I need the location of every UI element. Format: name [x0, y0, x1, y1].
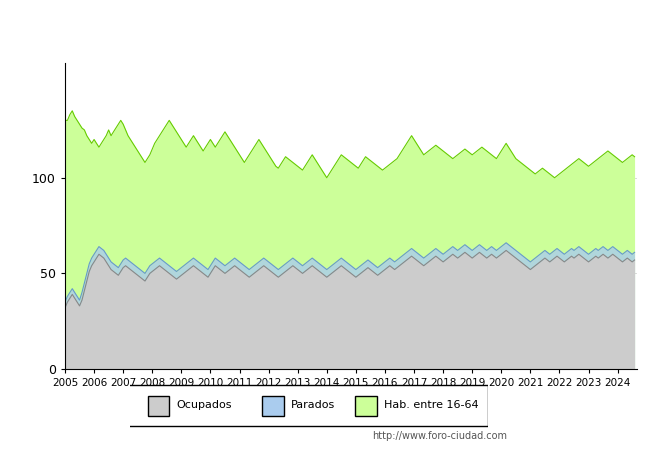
FancyBboxPatch shape	[123, 385, 488, 426]
Text: Ocupados: Ocupados	[176, 400, 232, 410]
FancyBboxPatch shape	[262, 396, 284, 416]
Text: Parados: Parados	[291, 400, 335, 410]
Text: http://www.foro-ciudad.com: http://www.foro-ciudad.com	[372, 431, 507, 441]
Text: Abella de la Conca - Evolucion de la poblacion en edad de Trabajar Agosto de 202: Abella de la Conca - Evolucion de la pob…	[64, 21, 586, 33]
FancyBboxPatch shape	[355, 396, 376, 416]
FancyBboxPatch shape	[148, 396, 169, 416]
Text: Hab. entre 16-64: Hab. entre 16-64	[384, 400, 478, 410]
